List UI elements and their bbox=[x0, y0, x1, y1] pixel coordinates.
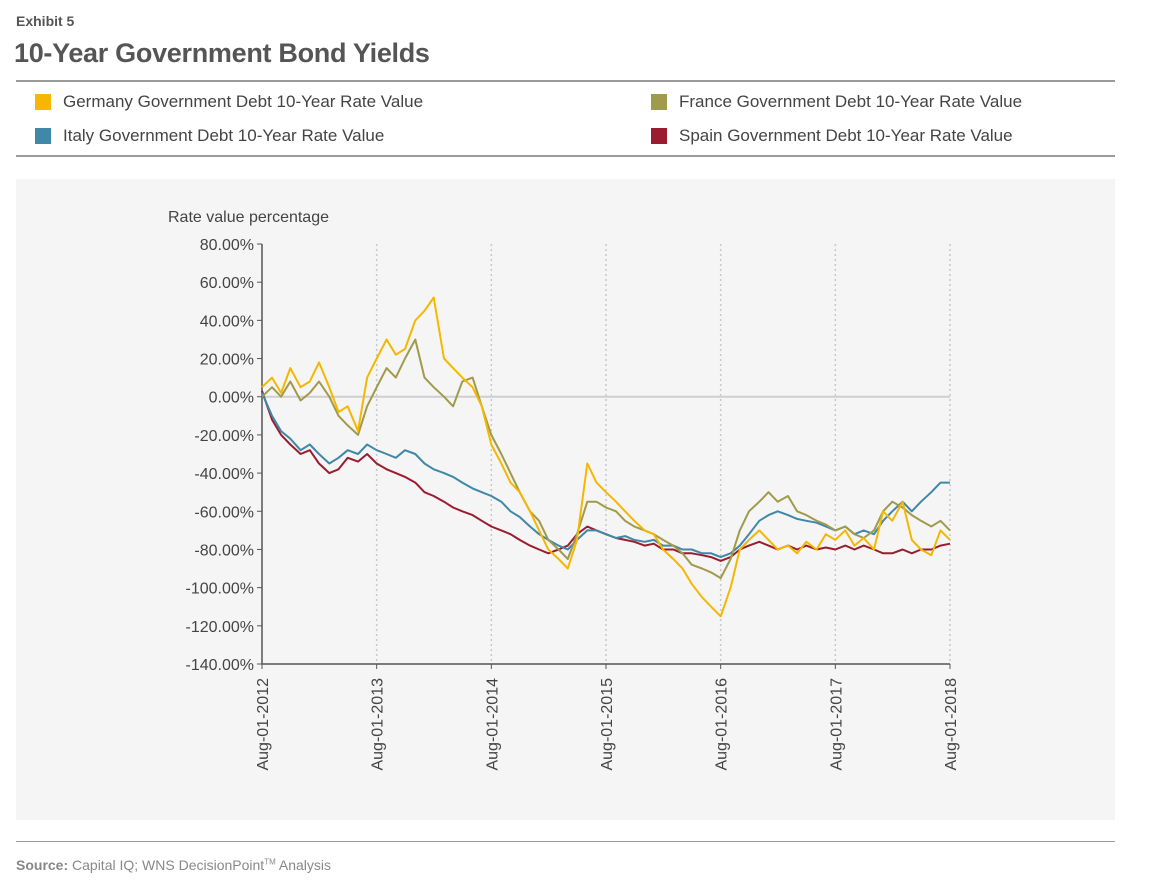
exhibit-label: Exhibit 5 bbox=[16, 13, 75, 29]
y-tick-label: -20.00% bbox=[194, 428, 254, 445]
source-note: Source: Capital IQ; WNS DecisionPointTM … bbox=[16, 857, 331, 873]
y-tick-label: -40.00% bbox=[194, 466, 254, 483]
legend-swatch-spain bbox=[651, 128, 667, 144]
y-tick-label: 0.00% bbox=[209, 390, 254, 407]
chart-title: 10-Year Government Bond Yields bbox=[14, 38, 430, 68]
source-trademark: TM bbox=[264, 857, 276, 867]
y-tick-label: 60.00% bbox=[200, 275, 254, 292]
x-tick-label: Aug-01-2013 bbox=[370, 678, 387, 771]
series-line-france bbox=[261, 338, 951, 580]
legend-swatch-italy bbox=[35, 128, 51, 144]
top-divider bbox=[16, 80, 1115, 82]
legend-item-germany: Germany Government Debt 10-Year Rate Val… bbox=[35, 92, 423, 112]
x-tick-label: Aug-01-2015 bbox=[599, 678, 616, 771]
legend-swatch-france bbox=[651, 94, 667, 110]
legend-swatch-germany bbox=[35, 94, 51, 110]
y-tick-label: -140.00% bbox=[186, 657, 255, 674]
x-tick-label: Aug-01-2016 bbox=[714, 678, 731, 771]
y-tick-label: 40.00% bbox=[200, 313, 254, 330]
legend-item-italy: Italy Government Debt 10-Year Rate Value bbox=[35, 126, 384, 146]
y-axis-label: Rate value percentage bbox=[168, 209, 329, 226]
legend-item-france: France Government Debt 10-Year Rate Valu… bbox=[651, 92, 1022, 112]
y-tick-label: -60.00% bbox=[194, 504, 254, 521]
bottom-divider bbox=[16, 841, 1115, 842]
y-tick-label: -100.00% bbox=[186, 581, 255, 598]
legend-label-spain: Spain Government Debt 10-Year Rate Value bbox=[679, 126, 1013, 145]
x-tick-label: Aug-01-2018 bbox=[943, 678, 960, 771]
y-tick-label: -80.00% bbox=[194, 542, 254, 559]
legend-label-italy: Italy Government Debt 10-Year Rate Value bbox=[63, 126, 385, 145]
legend-divider bbox=[16, 155, 1115, 157]
legend-label-france: France Government Debt 10-Year Rate Valu… bbox=[679, 92, 1023, 111]
x-tick-label: Aug-01-2012 bbox=[255, 678, 272, 771]
y-tick-label: -120.00% bbox=[186, 619, 255, 636]
legend-label-germany: Germany Government Debt 10-Year Rate Val… bbox=[63, 92, 424, 111]
x-tick-label: Aug-01-2017 bbox=[828, 678, 845, 771]
y-tick-label: 80.00% bbox=[200, 237, 254, 254]
source-suffix: Analysis bbox=[278, 857, 332, 873]
source-text: Capital IQ; WNS DecisionPoint bbox=[72, 857, 265, 873]
x-tick-label: Aug-01-2014 bbox=[484, 678, 501, 771]
plot-background bbox=[16, 179, 1115, 820]
series-line-germany bbox=[261, 296, 951, 618]
y-tick-label: 20.00% bbox=[200, 352, 254, 369]
source-label: Source: bbox=[16, 857, 69, 873]
legend-item-spain: Spain Government Debt 10-Year Rate Value bbox=[651, 126, 1013, 146]
